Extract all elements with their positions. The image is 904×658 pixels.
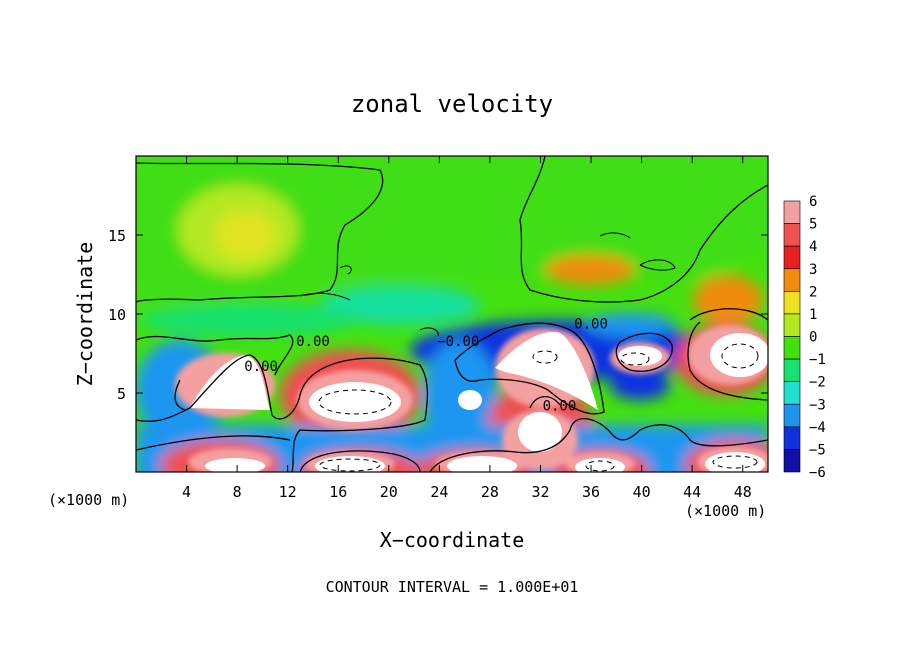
colorbar-level-label: 6 [809,194,817,210]
small-contour-islands [299,232,676,337]
contour-value-label: 0.00 [244,359,278,375]
colorbar-swatch [783,223,801,247]
contour-value-label: 0.00 [296,334,330,350]
colorbar-level-label: 4 [809,239,817,255]
negative-contours [318,343,759,472]
x-tick-label: 36 [582,483,600,501]
y-axis-label: Z−coordinate [73,242,97,387]
colorbar-level-label: −2 [809,375,826,391]
x-unit-right: (×1000 m) [685,502,766,520]
colorbar-swatch [783,245,801,270]
y-tick-label: 10 [108,306,126,324]
x-unit-left: (×1000 m) [48,491,129,509]
chart-title: zonal velocity [351,90,553,118]
colorbar-swatch [783,336,801,360]
x-tick-label: 16 [329,483,347,501]
colorbar-level-label: 5 [809,217,817,233]
contour-interval-footer: CONTOUR INTERVAL = 1.000E+01 [326,578,579,596]
colorbar-level-label: −4 [809,420,826,436]
colorbar-level-label: 0 [809,330,817,346]
velocity-field [136,156,768,472]
x-tick-label: 20 [380,483,398,501]
x-axis-label: X−coordinate [380,528,525,552]
contour-value-label: −0.00 [437,334,479,350]
contour-label-layer: 0.00 0.00 0.00 0.00 −0.00 [244,316,608,414]
x-tick-label: 12 [279,483,297,501]
contour-value-label: 0.00 [543,399,577,415]
colorbar-swatch [783,449,801,473]
colorbar-swatch [783,268,801,292]
x-tick-label: 28 [481,483,499,501]
colorbar-swatch [783,403,801,428]
colorbar-level-label: −1 [809,352,826,368]
x-tick-label: 32 [531,483,549,501]
colorbar-level-label: 1 [809,307,817,323]
x-tick-label: 4 [182,483,191,501]
colorbar-swatch [783,381,801,405]
x-tick-label: 24 [430,483,448,501]
colorbar-level-label: −6 [809,465,826,481]
colorbar-level-label: 3 [809,262,817,278]
colorbar-level-label: −3 [809,397,826,413]
colorbar-swatch [783,426,801,450]
colorbar-swatch [783,313,801,337]
contour-value-label: 0.00 [574,316,608,332]
contour-lines [136,156,768,472]
y-tick-label: 5 [117,385,126,403]
x-tick-label: 8 [233,483,242,501]
colorbar-swatch [783,200,801,224]
x-tick-label: 44 [683,483,701,501]
colorbar: 6 5 4 3 2 1 0 −1 −2 −3 −4 −5 −6 [783,194,826,481]
x-axis-ticks: 4 8 12 16 20 24 28 32 36 40 44 48 [182,156,752,501]
colorbar-level-label: −5 [809,442,826,458]
x-tick-label: 40 [633,483,651,501]
colorbar-swatch [783,291,801,315]
colorbar-swatch [783,358,801,382]
y-axis-ticks: 5 10 15 [108,227,768,403]
y-tick-label: 15 [108,227,126,245]
colorbar-level-label: 2 [809,284,817,300]
x-tick-label: 48 [734,483,752,501]
field-white-cores [190,331,768,472]
